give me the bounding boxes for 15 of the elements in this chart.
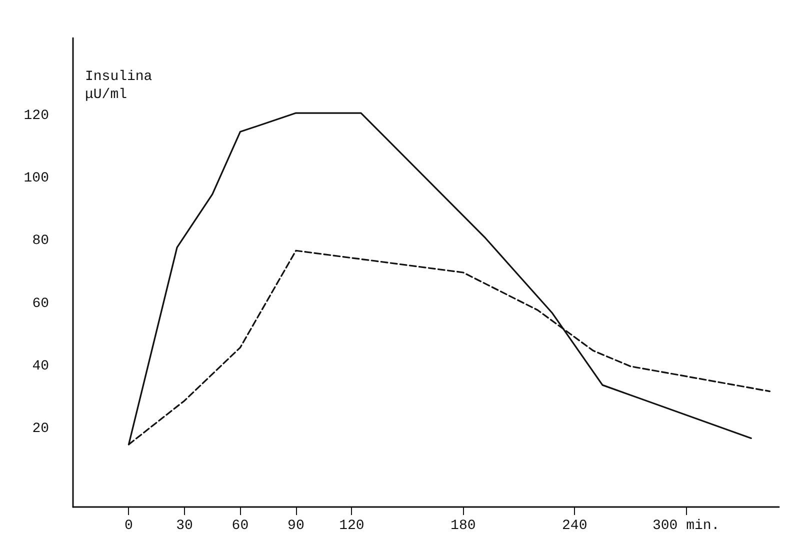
- x-tick-label: 120: [339, 518, 364, 534]
- y-axis-title: Insulina μU/ml: [85, 69, 152, 103]
- x-tick-label: 30: [176, 518, 193, 534]
- y-tick-label: 100: [24, 170, 49, 187]
- y-tick-label: 60: [32, 296, 49, 312]
- x-tick-label: 90: [288, 518, 304, 534]
- x-tick-label: 180: [450, 518, 476, 534]
- y-tick-label: 20: [32, 420, 49, 437]
- x-tick-label: 300 min.: [652, 518, 720, 534]
- x-tick-label: 60: [232, 518, 249, 534]
- y-tick-label: 40: [32, 358, 49, 374]
- x-tick-label: 240: [562, 518, 588, 534]
- x-tick-label: 0: [124, 518, 133, 534]
- y-tick-label: 120: [24, 108, 49, 124]
- y-tick-label: 80: [32, 233, 49, 250]
